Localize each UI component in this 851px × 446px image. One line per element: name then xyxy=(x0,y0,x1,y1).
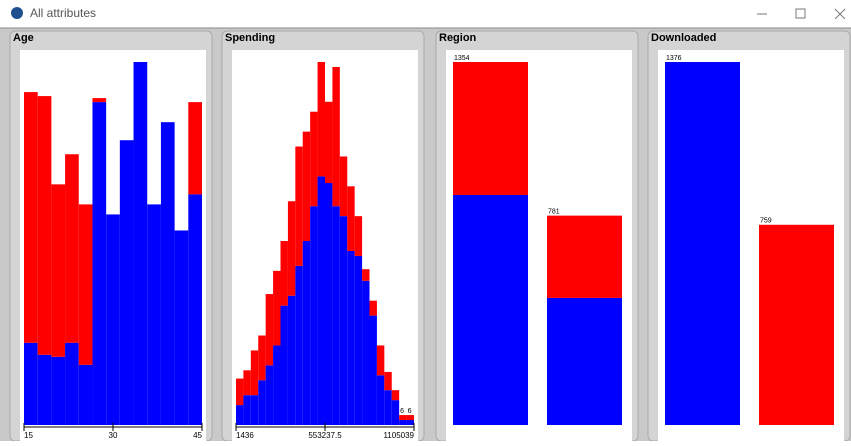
bar-segment xyxy=(310,111,318,207)
bar-segment xyxy=(399,420,407,425)
bar-segment xyxy=(347,250,355,425)
bar-segment xyxy=(376,375,385,425)
bar-segment xyxy=(280,305,288,425)
bar-segment xyxy=(250,395,259,425)
title-bar xyxy=(0,0,851,28)
bar-segment xyxy=(317,62,325,177)
bar-segment xyxy=(369,315,377,425)
axis-label: 1436 xyxy=(236,431,254,440)
bar-segment xyxy=(236,405,244,425)
bar-segment xyxy=(295,146,303,266)
bar-segment xyxy=(78,364,93,425)
panel-title: Spending xyxy=(225,32,275,44)
bar-segment xyxy=(384,390,392,425)
bar-segment xyxy=(354,216,363,256)
bar-segment xyxy=(347,186,355,251)
bar-segment xyxy=(547,215,622,298)
bar-segment xyxy=(250,350,259,396)
bar-segment xyxy=(287,201,296,296)
bar-segment xyxy=(759,224,834,425)
axis-label: 30 xyxy=(109,431,118,440)
bar-segment xyxy=(369,300,377,316)
close-button[interactable] xyxy=(834,8,846,20)
bar-segment xyxy=(37,96,52,355)
bar-segment xyxy=(51,356,66,425)
bar-segment xyxy=(258,380,266,425)
bar-segment xyxy=(51,184,66,357)
panel-title: Age xyxy=(13,32,34,44)
bar-segment xyxy=(236,378,244,406)
bar-segment xyxy=(119,140,134,426)
bar-segment xyxy=(547,297,622,425)
bar-segment xyxy=(391,390,400,401)
bar-segment xyxy=(332,206,340,425)
bar-segment xyxy=(133,62,148,425)
bar-count-label: 6 xyxy=(408,408,412,415)
bar-segment xyxy=(302,241,311,425)
bar-segment xyxy=(78,204,93,365)
bar-count-label: 6 xyxy=(400,408,404,415)
bar-segment xyxy=(24,92,38,343)
bar-count-label: 781 xyxy=(548,208,560,215)
bar-segment xyxy=(280,241,288,306)
bar-segment xyxy=(453,194,528,425)
bar-segment xyxy=(453,62,528,195)
bar-segment xyxy=(295,265,303,425)
bar-segment xyxy=(354,255,363,425)
bar-segment xyxy=(273,345,281,425)
bar-segment xyxy=(325,183,333,425)
axis-label: 1105039 xyxy=(383,431,414,440)
bar-segment xyxy=(65,154,79,343)
bar-segment xyxy=(174,230,189,425)
bar-segment xyxy=(243,395,251,425)
bar-segment xyxy=(265,294,274,366)
bar-count-label: 1376 xyxy=(666,55,682,62)
bar-segment xyxy=(160,122,175,426)
bar-segment xyxy=(362,280,370,425)
panel-title: Region xyxy=(439,32,477,44)
bar-segment xyxy=(65,342,79,425)
bar-segment xyxy=(339,156,348,217)
bar-segment xyxy=(258,335,266,381)
bar-segment xyxy=(188,102,202,195)
bar-count-label: 1354 xyxy=(454,55,470,62)
bar-segment xyxy=(339,216,348,425)
bar-segment xyxy=(317,176,325,425)
bar-segment xyxy=(273,270,281,346)
bar-segment xyxy=(37,354,52,425)
bar-segment xyxy=(384,371,392,391)
bar-segment xyxy=(147,204,161,425)
axis-label: 45 xyxy=(193,431,202,440)
bar-segment xyxy=(243,370,251,396)
bar-segment xyxy=(287,295,296,425)
window-title: All attributes xyxy=(30,6,96,20)
bar-segment xyxy=(391,400,400,425)
app-icon xyxy=(11,7,23,19)
bar-segment xyxy=(665,62,740,425)
axis-label: 15 xyxy=(24,431,33,440)
bar-segment xyxy=(92,98,107,103)
bar-count-label: 759 xyxy=(760,218,772,225)
bar-segment xyxy=(376,345,385,376)
bar-segment xyxy=(106,214,120,425)
bar-segment xyxy=(310,206,318,425)
bar-segment xyxy=(188,194,202,425)
bar-segment xyxy=(399,415,407,421)
bar-segment xyxy=(92,102,107,425)
bar-segment xyxy=(406,420,414,425)
bar-segment xyxy=(332,66,340,207)
bar-segment xyxy=(362,269,370,281)
bar-segment xyxy=(265,365,274,425)
bar-segment xyxy=(302,131,311,242)
maximize-button[interactable] xyxy=(795,8,806,19)
bar-segment xyxy=(325,101,333,183)
bar-segment xyxy=(406,415,414,421)
bar-segment xyxy=(24,342,38,425)
axis-label: 553237.5 xyxy=(308,431,342,440)
panel-title: Downloaded xyxy=(651,32,716,44)
